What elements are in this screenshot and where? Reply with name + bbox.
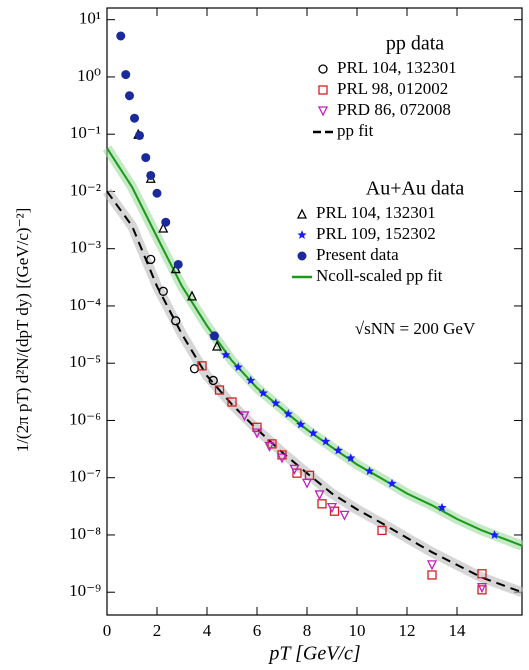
x-tick-label: 14 xyxy=(449,621,467,640)
marker xyxy=(437,502,447,512)
marker xyxy=(308,428,318,438)
legend-label: pp fit xyxy=(337,121,374,140)
legend-label: PRD 86, 072008 xyxy=(337,100,451,119)
marker xyxy=(283,409,293,418)
legend-label: Ncoll-scaled pp fit xyxy=(316,266,443,285)
y-tick-label: 10⁰ xyxy=(77,66,101,85)
marker xyxy=(364,466,375,476)
marker xyxy=(264,441,275,453)
marker xyxy=(301,478,313,489)
fit-line xyxy=(106,190,523,594)
legend-title: pp data xyxy=(386,33,444,55)
x-tick-label: 10 xyxy=(349,621,366,640)
marker xyxy=(214,385,225,395)
y-tick-label: 10⁻⁹ xyxy=(69,581,101,600)
legend-swatch xyxy=(317,106,329,117)
y-tick-label: 10⁻⁶ xyxy=(69,409,101,428)
marker xyxy=(146,170,156,180)
legend-title: Au+Au data xyxy=(366,178,465,200)
marker xyxy=(267,439,277,449)
x-tick-label: 0 xyxy=(103,621,112,640)
legend-label: PRL 104, 132301 xyxy=(337,58,457,77)
y-tick-label: 10⁻³ xyxy=(70,238,101,257)
y-tick-label: 10⁻⁷ xyxy=(69,467,101,486)
marker xyxy=(158,222,169,233)
marker xyxy=(152,188,162,198)
marker xyxy=(211,340,223,351)
marker xyxy=(427,570,437,580)
marker xyxy=(289,464,300,475)
y-tick-label: 10⁻² xyxy=(70,180,101,199)
annotation: √sNN = 200 GeV xyxy=(355,319,476,338)
marker xyxy=(258,388,268,398)
legend-swatch xyxy=(297,230,307,239)
legend-swatch xyxy=(318,64,328,74)
marker xyxy=(326,502,338,514)
y-tick-label: 10⁻⁸ xyxy=(69,524,101,543)
marker xyxy=(208,375,218,386)
marker xyxy=(321,436,331,446)
marker xyxy=(252,422,262,432)
marker xyxy=(210,331,219,341)
marker xyxy=(276,453,288,464)
marker xyxy=(135,130,144,140)
marker xyxy=(239,411,250,422)
marker xyxy=(296,419,306,429)
marker xyxy=(227,397,237,407)
legend-label: PRL 109, 152302 xyxy=(316,224,436,243)
marker xyxy=(221,349,231,359)
marker xyxy=(489,530,500,539)
x-tick-label: 4 xyxy=(203,621,212,640)
legend-label: PRL 104, 132301 xyxy=(316,203,436,222)
marker xyxy=(246,375,256,385)
marker xyxy=(426,560,438,571)
x-tick-label: 8 xyxy=(303,621,312,640)
y-tick-label: 10¹ xyxy=(79,9,101,28)
legend-label: Present data xyxy=(316,245,399,264)
marker xyxy=(173,259,183,269)
marker xyxy=(377,525,387,536)
marker xyxy=(333,445,343,455)
y-tick-label: 10⁻⁴ xyxy=(69,295,101,314)
x-tick-label: 6 xyxy=(253,621,262,640)
marker xyxy=(271,398,281,408)
marker xyxy=(161,217,171,227)
marker xyxy=(130,113,139,123)
fit-band xyxy=(102,145,524,551)
marker xyxy=(339,510,350,521)
legend-swatch xyxy=(296,208,308,219)
marker xyxy=(171,316,181,326)
x-axis-label: pT [GeV/c] xyxy=(267,643,360,665)
marker xyxy=(186,290,198,301)
marker xyxy=(121,70,131,80)
plot-frame xyxy=(106,7,523,616)
marker xyxy=(317,499,327,509)
x-tick-label: 12 xyxy=(399,621,416,640)
legend-swatch xyxy=(318,85,328,95)
marker xyxy=(116,31,126,41)
legend-swatch xyxy=(297,251,307,261)
marker xyxy=(477,569,487,579)
y-axis-label: 1/(2π pT) d²N/(dpT dy) [(GeV/c)⁻²] xyxy=(13,208,32,453)
marker xyxy=(141,153,151,163)
marker xyxy=(477,585,487,595)
marker xyxy=(387,478,397,488)
marker xyxy=(233,362,243,372)
marker xyxy=(146,254,156,265)
fit-line xyxy=(106,147,523,547)
legend-label: PRL 98, 012002 xyxy=(337,79,448,98)
x-tick-label: 2 xyxy=(153,621,162,640)
y-tick-label: 10⁻¹ xyxy=(70,123,101,142)
marker xyxy=(476,583,488,594)
marker xyxy=(158,286,168,296)
marker xyxy=(346,453,356,462)
marker xyxy=(251,428,263,439)
marker xyxy=(197,361,207,371)
marker xyxy=(125,91,134,101)
y-tick-label: 10⁻⁵ xyxy=(69,352,101,371)
marker xyxy=(314,490,325,501)
